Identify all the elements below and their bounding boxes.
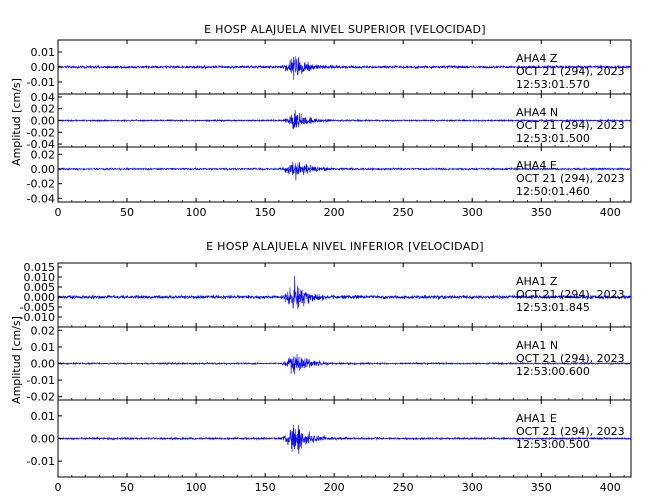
trace-info-station: AHA4 N <box>516 106 558 119</box>
y-tick-label: 0.000 <box>24 291 56 304</box>
x-tick-label: 200 <box>324 206 345 219</box>
trace-info-time: 12:53:01.500 <box>516 132 590 145</box>
x-tick-label: 300 <box>462 206 483 219</box>
trace-info-station: AHA1 E <box>516 412 557 425</box>
trace-info-date: OCT 21 (294), 2023 <box>516 352 625 365</box>
trace-info-time: 12:53:00.600 <box>516 365 590 378</box>
trace-info-time: 12:53:01.570 <box>516 78 590 91</box>
chart-upper-level: E HOSP ALAJUELA NIVEL SUPERIOR [VELOCIDA… <box>10 23 632 219</box>
y-tick-label: -0.010 <box>20 311 55 324</box>
waveform-line <box>57 56 632 80</box>
x-tick-label: 0 <box>55 481 62 494</box>
waveform-line <box>57 275 632 310</box>
y-tick-label: 0.02 <box>31 324 56 337</box>
x-tick-label: 250 <box>393 206 414 219</box>
x-tick-label: 100 <box>186 481 207 494</box>
trace-info-time: 12:53:01.845 <box>516 301 590 314</box>
y-tick-label: 0.02 <box>31 148 56 161</box>
y-tick-label: 0.005 <box>24 281 56 294</box>
x-tick-label: 150 <box>255 206 276 219</box>
waveform-line <box>57 110 632 130</box>
y-tick-label: 0.00 <box>31 115 56 128</box>
trace-info-date: OCT 21 (294), 2023 <box>516 172 625 185</box>
y-tick-label: 0.01 <box>31 341 56 354</box>
trace-info-date: OCT 21 (294), 2023 <box>516 119 625 132</box>
trace-info-station: AHA1 N <box>516 339 558 352</box>
trace-info-station: AHA1 Z <box>516 275 558 288</box>
y-tick-label: 0.04 <box>31 91 56 104</box>
y-tick-label: 0.01 <box>31 410 56 423</box>
y-tick-label: -0.02 <box>27 391 55 404</box>
x-tick-label: 0 <box>55 206 62 219</box>
chart-title-upper: E HOSP ALAJUELA NIVEL SUPERIOR [VELOCIDA… <box>204 23 486 36</box>
y-tick-label: -0.01 <box>27 76 55 89</box>
x-tick-label: 100 <box>186 206 207 219</box>
x-tick-label: 150 <box>255 481 276 494</box>
trace-info-date: OCT 21 (294), 2023 <box>516 288 625 301</box>
waveform-line <box>57 353 632 375</box>
y-tick-label: 0.02 <box>31 103 56 116</box>
x-tick-label: 400 <box>600 481 621 494</box>
y-axis-label-upper: Amplitud [cm/s] <box>10 78 23 166</box>
y-tick-label: -0.02 <box>27 178 55 191</box>
chart-title-lower: E HOSP ALAJUELA NIVEL INFERIOR [VELOCIDA… <box>206 240 484 253</box>
y-tick-label: -0.005 <box>20 301 55 314</box>
trace-info-time: 12:50:01.460 <box>516 185 590 198</box>
y-tick-label: -0.02 <box>27 126 55 139</box>
x-tick-label: 400 <box>600 206 621 219</box>
y-tick-label: 0.01 <box>31 46 56 59</box>
x-tick-label: 350 <box>531 481 552 494</box>
trace-info-time: 12:53:00.500 <box>516 438 590 451</box>
waveform-line <box>57 161 632 181</box>
chart-lower-level: E HOSP ALAJUELA NIVEL INFERIOR [VELOCIDA… <box>10 240 632 494</box>
trace-info-station: AHA4 E <box>516 159 557 172</box>
x-tick-label: 200 <box>324 481 345 494</box>
y-tick-label: 0.015 <box>24 261 56 274</box>
waveform-line <box>57 424 632 454</box>
y-tick-label: 0.00 <box>31 433 56 446</box>
y-tick-label: 0.00 <box>31 163 56 176</box>
y-tick-label: -0.01 <box>27 455 55 468</box>
y-tick-label: -0.01 <box>27 374 55 387</box>
trace-info-date: OCT 21 (294), 2023 <box>516 65 625 78</box>
x-axis-upper: 0 50 100 150 200 250 300 350 400 <box>55 40 625 219</box>
y-tick-label: 0.00 <box>31 358 56 371</box>
x-axis-lower: 0 50 100 150 200 250 300 350 400 <box>55 263 625 494</box>
x-tick-label: 350 <box>531 206 552 219</box>
y-tick-label: -0.04 <box>27 138 55 151</box>
x-tick-label: 50 <box>120 206 134 219</box>
trace-info-date: OCT 21 (294), 2023 <box>516 425 625 438</box>
y-tick-label: 0.010 <box>24 271 56 284</box>
x-tick-label: 250 <box>393 481 414 494</box>
panel-frame <box>57 146 632 203</box>
x-tick-label: 50 <box>120 481 134 494</box>
y-axis-label-lower: Amplitud [cm/s] <box>10 316 23 404</box>
trace-info-station: AHA4 Z <box>516 52 558 65</box>
y-tick-label: 0.00 <box>31 61 56 74</box>
y-tick-label: -0.04 <box>27 192 55 205</box>
x-tick-label: 300 <box>462 481 483 494</box>
